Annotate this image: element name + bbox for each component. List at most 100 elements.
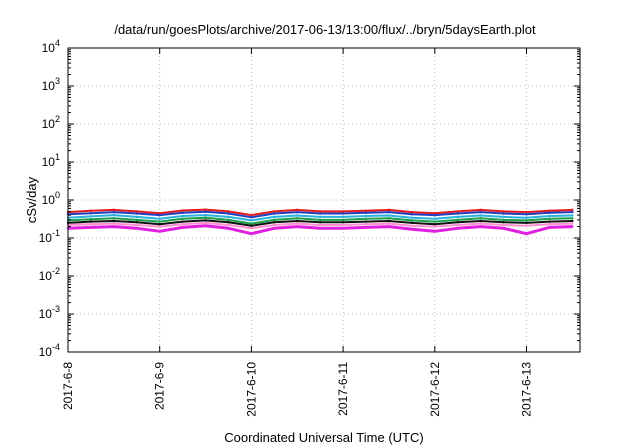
y-tick-exponent: 2 <box>55 114 60 124</box>
data-point-series-1 <box>250 213 253 217</box>
data-point-series-1 <box>112 208 116 212</box>
data-point-series-1 <box>571 208 574 212</box>
data-point-series-4 <box>158 220 161 223</box>
grid <box>68 48 580 352</box>
data-point-series-3 <box>227 215 230 219</box>
data-point-series-3 <box>204 213 207 217</box>
series-layer <box>66 208 574 236</box>
y-tick-base: 10 <box>39 231 53 245</box>
data-point-series-2 <box>89 211 93 215</box>
data-point-series-3 <box>410 216 414 220</box>
x-axis: 2017-6-8 2017-6-9 2017-6-10 2017-6-11 2017-6… <box>61 48 534 417</box>
y-tick-base: 10 <box>39 345 53 359</box>
data-point-series-2 <box>204 210 207 213</box>
y-tick-label: 10-1 <box>39 228 60 245</box>
data-point-series-2 <box>273 212 276 215</box>
data-point-series-3 <box>548 214 551 218</box>
y-tick-label: 10-3 <box>39 304 60 321</box>
data-point-series-3 <box>502 215 505 219</box>
data-point-series-4 <box>433 220 437 223</box>
data-point-series-2 <box>525 213 528 216</box>
y-tick-label: 10-2 <box>39 266 60 283</box>
y-tick-base: 10 <box>39 307 53 321</box>
y-tick-exponent: 1 <box>55 152 60 162</box>
data-point-series-1 <box>479 208 482 212</box>
data-point-series-6 <box>296 222 299 225</box>
data-point-series-7 <box>548 226 551 229</box>
data-point-series-7 <box>502 227 505 230</box>
y-tick-base: 10 <box>42 117 56 131</box>
x-tick-label: 2017-6-10 <box>244 362 258 417</box>
data-point-series-3 <box>250 219 253 222</box>
data-point-series-7 <box>456 227 459 230</box>
data-point-series-1 <box>433 211 437 215</box>
data-point-series-3 <box>525 216 528 220</box>
data-point-series-6 <box>158 225 161 228</box>
data-point-series-5 <box>456 221 459 224</box>
data-point-series-7 <box>135 227 138 230</box>
data-point-series-4 <box>571 217 574 220</box>
data-point-series-5 <box>112 219 116 223</box>
data-point-series-3 <box>364 214 368 218</box>
data-point-series-1 <box>204 208 207 211</box>
y-tick-label: 104 <box>42 38 60 55</box>
data-point-series-4 <box>364 217 368 221</box>
data-point-series-7 <box>364 226 368 229</box>
data-point-series-2 <box>318 212 322 215</box>
data-point-series-1 <box>410 210 414 214</box>
data-point-series-5 <box>341 221 345 224</box>
data-point-series-7 <box>204 224 207 227</box>
data-point-series-4 <box>318 218 322 222</box>
y-tick-exponent: -2 <box>52 266 60 276</box>
data-point-series-2 <box>571 210 574 214</box>
data-point-series-7 <box>181 226 184 229</box>
data-point-series-3 <box>479 214 482 217</box>
data-point-series-2 <box>112 210 116 214</box>
data-point-series-6 <box>548 223 551 226</box>
data-point-series-5 <box>89 220 93 223</box>
data-point-series-2 <box>250 216 253 219</box>
data-point-series-5 <box>318 221 322 224</box>
data-point-series-7 <box>525 232 528 235</box>
data-point-series-6 <box>181 223 184 226</box>
data-point-series-4 <box>296 217 299 220</box>
data-point-series-5 <box>158 223 161 226</box>
data-point-series-4 <box>525 219 528 222</box>
data-point-series-1 <box>456 210 459 213</box>
y-tick-label: 10-4 <box>39 342 60 359</box>
data-point-series-6 <box>479 222 482 225</box>
data-point-series-5 <box>204 219 207 222</box>
data-point-series-5 <box>135 221 138 224</box>
data-point-series-3 <box>571 214 574 217</box>
data-point-series-5 <box>410 221 414 225</box>
data-point-series-7 <box>227 227 230 230</box>
data-point-series-7 <box>158 230 161 233</box>
data-point-series-5 <box>548 220 551 223</box>
chart-title: /data/run/goesPlots/archive/2017-06-13/1… <box>114 22 536 37</box>
data-point-series-5 <box>571 219 574 223</box>
data-point-series-5 <box>502 221 505 224</box>
data-point-series-3 <box>273 215 276 219</box>
data-point-series-1 <box>273 210 276 213</box>
data-point-series-2 <box>341 212 345 215</box>
y-tick-base: 10 <box>39 269 53 283</box>
data-point-series-1 <box>318 210 322 213</box>
data-point-series-5 <box>181 220 184 223</box>
data-point-series-6 <box>112 222 116 225</box>
data-point-series-6 <box>433 225 437 228</box>
data-point-series-4 <box>135 218 138 222</box>
data-point-series-5 <box>296 219 299 223</box>
data-point-series-1 <box>296 208 299 212</box>
data-point-series-3 <box>181 214 184 218</box>
y-axis-label: cSv/day <box>24 176 39 223</box>
data-point-series-4 <box>456 218 459 222</box>
data-point-series-7 <box>112 225 116 228</box>
data-point-series-5 <box>525 221 528 225</box>
y-tick-exponent: -3 <box>52 304 60 314</box>
data-point-series-6 <box>341 223 345 227</box>
data-point-series-3 <box>341 215 345 219</box>
data-point-series-1 <box>227 210 230 213</box>
data-point-series-6 <box>387 222 391 225</box>
